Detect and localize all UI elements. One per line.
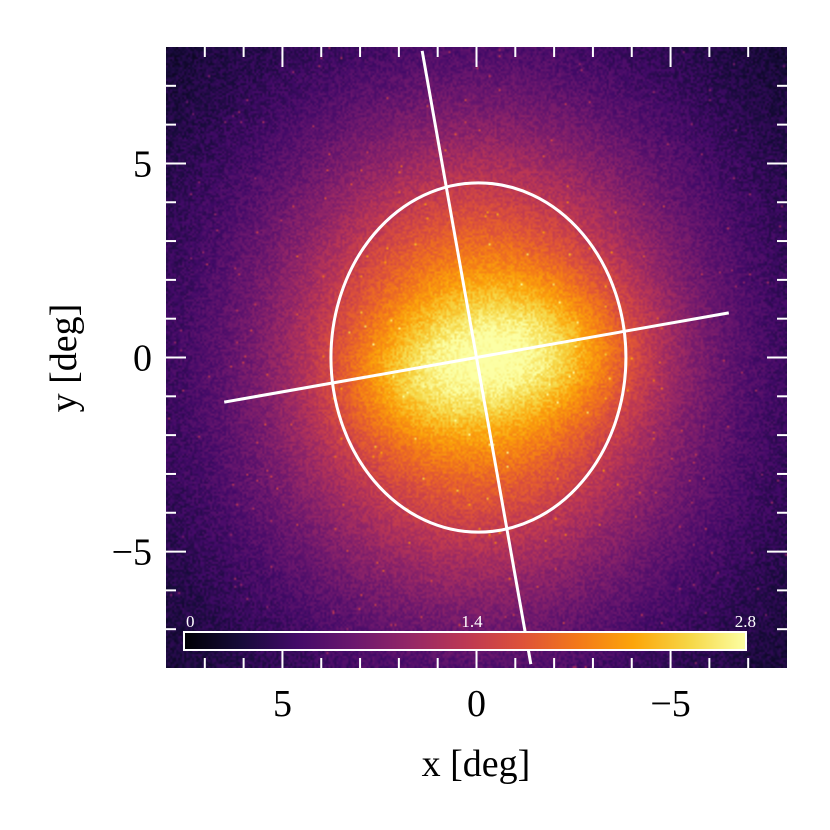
- minor-ticks: [166, 47, 787, 668]
- colorbar-gradient: [183, 631, 747, 651]
- colorbar-tick-label-min: 0: [186, 612, 195, 631]
- x-tick-label: −5: [650, 683, 690, 725]
- y-tick-labels: 5 0 −5: [112, 143, 152, 573]
- y-tick-label: −5: [112, 532, 152, 574]
- x-tick-label: 5: [273, 683, 292, 725]
- colorbar-tick-label-mid: 1.4: [461, 612, 483, 631]
- x-tick-label: 0: [467, 683, 486, 725]
- fit-ellipse: [329, 181, 628, 534]
- minor-axis-line: [420, 50, 533, 665]
- x-tick-labels: 5 0 −5: [273, 683, 691, 725]
- overlay-group: [223, 50, 730, 665]
- major-ticks: [166, 47, 787, 668]
- colorbar-tick-label-max: 2.8: [735, 612, 756, 631]
- y-tick-label: 0: [133, 338, 152, 380]
- colorbar: 0 1.4 2.8: [183, 612, 756, 651]
- y-axis-label: y [deg]: [43, 304, 85, 413]
- y-tick-label: 5: [133, 143, 152, 185]
- x-axis-label: x [deg]: [422, 743, 531, 785]
